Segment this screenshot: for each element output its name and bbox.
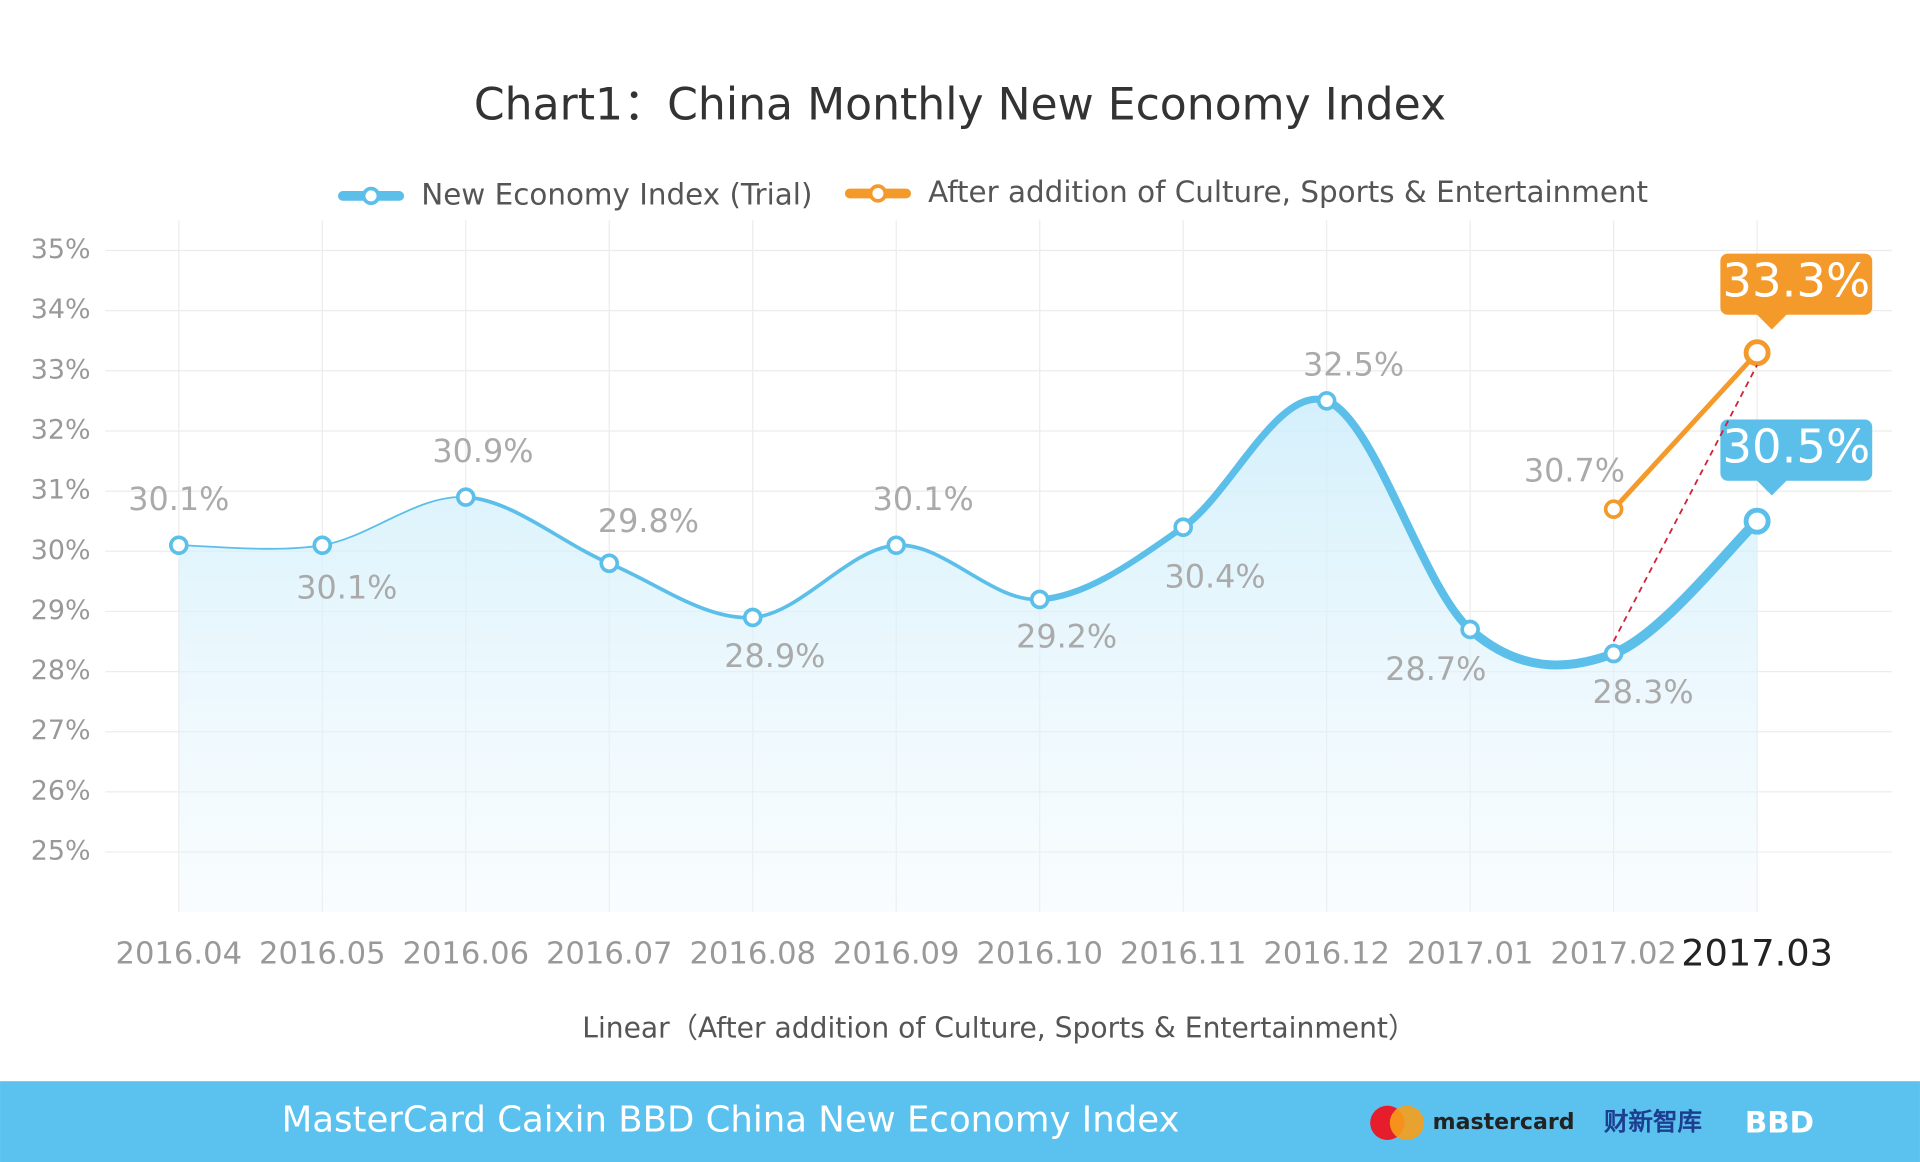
line-segment	[177, 544, 324, 550]
data-label: 29.8%	[598, 502, 699, 540]
x-tick-label: 2016.09	[833, 937, 960, 972]
brand: BBD	[1745, 1106, 1814, 1140]
x-tick-label: 2016.04	[116, 937, 243, 972]
line-segment	[1608, 516, 1763, 659]
data-label: 30.1%	[128, 480, 229, 518]
x-tick-label: 2017.03	[1681, 932, 1833, 975]
point	[1460, 619, 1480, 640]
line-segment	[1322, 396, 1475, 634]
legend-label: After addition of Culture, Sports & Ente…	[928, 175, 1648, 209]
point	[886, 535, 907, 556]
callout	[1720, 253, 1873, 330]
footer-title: MasterCard Caixin BBD China New Economy …	[282, 1100, 1180, 1141]
y-tick-label: 28%	[31, 655, 91, 686]
data-label: 30.1%	[296, 568, 397, 606]
y-tick-label: 25%	[31, 836, 91, 867]
point	[1173, 517, 1193, 537]
data-label: 30.1%	[873, 480, 974, 518]
line-segment	[607, 561, 755, 620]
footer-bar	[0, 1081, 1920, 1162]
data-label: 33.3%	[1722, 254, 1870, 308]
x-tick-label: 2017.01	[1407, 937, 1534, 972]
x-tick-label: 2016.05	[259, 937, 386, 972]
point	[1743, 507, 1771, 535]
point	[455, 487, 476, 507]
point	[599, 553, 620, 574]
x-tick-label: 2016.11	[1120, 937, 1247, 972]
x-tick-label: 2016.06	[402, 937, 529, 972]
data-label: 32.5%	[1303, 346, 1404, 384]
point	[1603, 499, 1624, 519]
callout	[1720, 419, 1873, 496]
data-label: 28.7%	[1385, 650, 1486, 688]
point	[1029, 589, 1050, 610]
x-tick-label: 2016.08	[689, 937, 816, 972]
line-segment	[894, 543, 1042, 602]
legend-marker	[361, 186, 381, 206]
y-tick-label: 31%	[31, 475, 91, 506]
y-tick-label: 32%	[31, 414, 91, 445]
mastercard-logo	[1389, 1105, 1425, 1140]
line-segment	[463, 495, 612, 566]
y-tick-label: 26%	[31, 775, 91, 806]
line-segment	[1179, 395, 1331, 531]
data-label: 30.9%	[432, 432, 533, 470]
y-tick-label: 29%	[31, 595, 91, 626]
point	[1603, 643, 1624, 664]
point	[312, 535, 333, 556]
data-label: 30.4%	[1164, 558, 1265, 596]
x-tick-label: 2016.07	[546, 937, 673, 972]
line-segment	[1465, 624, 1619, 670]
brand: mastercard	[1433, 1110, 1575, 1135]
brand: 财新智库	[1604, 1107, 1702, 1136]
point	[1316, 391, 1337, 411]
line-segment	[1611, 350, 1760, 512]
data-label: 30.5%	[1722, 420, 1870, 474]
x-axis-label: Linear（After addition of Culture, Sports…	[582, 1012, 1416, 1045]
data-label: 30.7%	[1524, 451, 1625, 489]
plot: 30.1% 30.1% 30.9% 29.8% 28.9% 30.1% 29.2% 30.4%…	[128, 253, 1873, 913]
area	[178, 399, 1758, 913]
x-tick-label: 2016.10	[976, 937, 1103, 972]
y-tick-label: 33%	[31, 354, 91, 385]
legend-label: New Economy Index (Trial)	[421, 177, 812, 211]
point	[1743, 339, 1771, 367]
point	[742, 607, 763, 628]
x-tick-label: 2016.12	[1263, 937, 1390, 972]
y-tick-label: 27%	[31, 715, 91, 746]
y-tick-label: 34%	[31, 294, 91, 325]
data-label: 29.2%	[1016, 618, 1117, 656]
line-segment	[750, 543, 899, 620]
legend-marker	[868, 184, 888, 203]
chart-title: Chart1：China Monthly New Economy Index	[474, 80, 1446, 131]
data-label: 28.9%	[724, 637, 825, 675]
point	[169, 535, 189, 556]
line-segment	[321, 496, 467, 547]
y-tick-label: 30%	[31, 535, 91, 566]
x-tick-label: 2017.02	[1550, 937, 1677, 972]
trend-dash	[1612, 364, 1758, 642]
y-tick-label: 35%	[31, 234, 91, 265]
line-segment	[1036, 524, 1187, 603]
data-label: 28.3%	[1592, 673, 1693, 711]
